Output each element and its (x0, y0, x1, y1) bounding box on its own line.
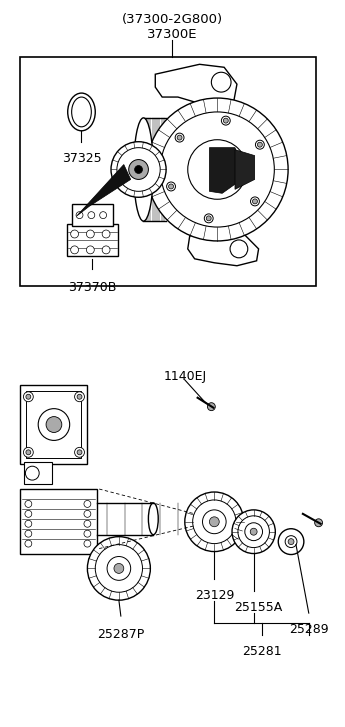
Circle shape (177, 135, 182, 140)
Circle shape (206, 216, 211, 221)
Circle shape (288, 539, 294, 545)
Circle shape (285, 536, 297, 547)
Polygon shape (77, 164, 131, 216)
Bar (20, 489, 97, 553)
Circle shape (77, 394, 82, 399)
Bar (67, 224, 118, 256)
Circle shape (238, 516, 269, 547)
Circle shape (255, 140, 264, 149)
Polygon shape (209, 148, 239, 193)
Text: 1140EJ: 1140EJ (163, 370, 206, 383)
Circle shape (38, 409, 70, 441)
Circle shape (84, 540, 91, 547)
Circle shape (204, 214, 213, 222)
Circle shape (102, 230, 110, 238)
Circle shape (211, 72, 231, 92)
Circle shape (232, 510, 275, 553)
Circle shape (253, 199, 257, 204)
Circle shape (71, 230, 79, 238)
Circle shape (25, 500, 32, 507)
Circle shape (86, 246, 94, 254)
Circle shape (23, 447, 33, 457)
Text: 37300E: 37300E (147, 28, 197, 41)
Circle shape (169, 184, 174, 189)
Circle shape (88, 212, 95, 219)
Ellipse shape (72, 97, 91, 126)
Circle shape (75, 447, 85, 457)
Text: 25287P: 25287P (97, 628, 145, 641)
Circle shape (71, 246, 79, 254)
Circle shape (102, 246, 110, 254)
Circle shape (175, 133, 184, 142)
Circle shape (76, 212, 83, 219)
Ellipse shape (148, 503, 158, 534)
Circle shape (26, 394, 31, 399)
Bar (20, 385, 87, 465)
Bar (190, 507, 209, 537)
Circle shape (25, 540, 32, 547)
Circle shape (117, 148, 160, 191)
Circle shape (160, 112, 274, 227)
Text: 25155A: 25155A (235, 601, 283, 614)
Circle shape (111, 142, 166, 197)
Circle shape (25, 521, 32, 527)
Circle shape (25, 510, 32, 518)
Circle shape (46, 417, 62, 433)
Circle shape (129, 159, 148, 180)
Circle shape (250, 197, 259, 206)
Text: 25289: 25289 (289, 623, 328, 636)
Text: 37370B: 37370B (68, 281, 117, 294)
Circle shape (257, 142, 262, 147)
Circle shape (77, 450, 82, 455)
Circle shape (245, 523, 263, 541)
Circle shape (203, 510, 226, 534)
Circle shape (86, 230, 94, 238)
Text: 25281: 25281 (242, 645, 282, 658)
Circle shape (84, 521, 91, 527)
Circle shape (230, 240, 248, 258)
Circle shape (167, 182, 176, 191)
Circle shape (146, 98, 288, 241)
Circle shape (26, 466, 39, 480)
Circle shape (193, 500, 236, 544)
Circle shape (221, 116, 230, 125)
Circle shape (223, 119, 228, 123)
Ellipse shape (68, 93, 95, 131)
Polygon shape (155, 64, 237, 105)
Ellipse shape (134, 118, 153, 221)
Bar (26, 391, 81, 458)
Circle shape (278, 529, 304, 555)
Circle shape (107, 556, 131, 580)
Bar (72, 204, 113, 226)
Bar (20, 57, 316, 286)
Polygon shape (235, 150, 255, 189)
Circle shape (84, 530, 91, 537)
Circle shape (87, 537, 150, 601)
Circle shape (84, 500, 91, 507)
Circle shape (315, 519, 323, 527)
Polygon shape (188, 231, 259, 266)
Circle shape (185, 492, 244, 552)
Circle shape (75, 392, 85, 402)
Text: 37325: 37325 (62, 152, 101, 164)
Circle shape (250, 529, 257, 535)
Circle shape (84, 510, 91, 518)
Circle shape (207, 403, 215, 411)
Bar (24, 462, 52, 484)
Circle shape (188, 140, 247, 199)
Circle shape (114, 563, 124, 574)
Circle shape (135, 166, 142, 174)
Circle shape (95, 545, 142, 593)
Circle shape (25, 530, 32, 537)
Circle shape (209, 517, 219, 527)
Circle shape (26, 450, 31, 455)
Circle shape (23, 392, 33, 402)
Text: 23129: 23129 (195, 590, 234, 602)
Text: (37300-2G800): (37300-2G800) (121, 12, 223, 25)
Circle shape (100, 212, 107, 219)
